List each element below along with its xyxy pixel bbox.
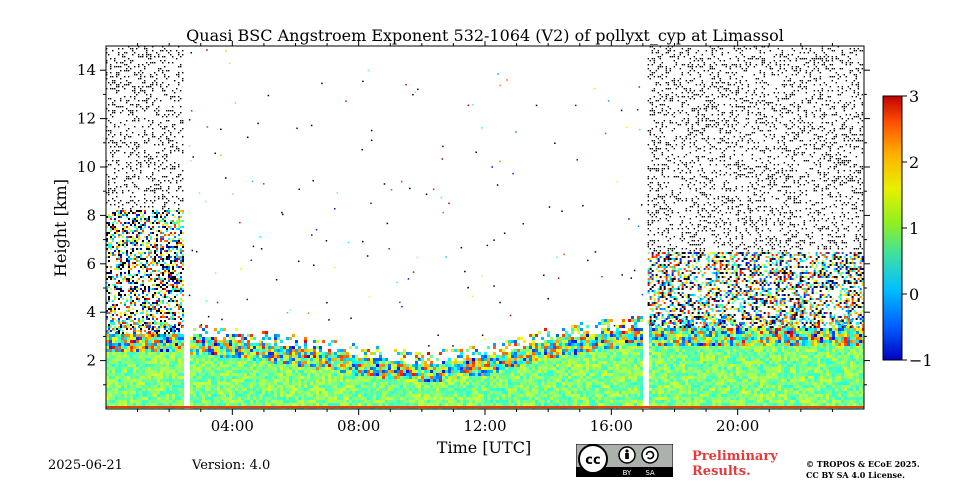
- y-axis-label: Height [km]: [51, 179, 70, 277]
- preliminary-results-note: Preliminary Results.: [692, 449, 778, 479]
- colorbar-tick-label: 1: [909, 219, 919, 238]
- copyright-line-1: © TROPOS & ECoE 2025.: [806, 459, 920, 470]
- copyright-line-2: CC BY SA 4.0 License.: [806, 470, 920, 481]
- heatmap-plot-area: [106, 46, 866, 409]
- colorbar-axis: 3 2 1 0 −1: [902, 87, 933, 370]
- preliminary-line-2: Results.: [692, 464, 778, 479]
- x-tick-label: 16:00: [590, 417, 633, 435]
- y-tick-label: 12: [77, 110, 96, 128]
- x-axis-label: Time [UTC]: [437, 438, 531, 457]
- cc-text: cc: [585, 453, 600, 468]
- colorbar-tick-label: −1: [909, 351, 933, 370]
- x-tick-label: 12:00: [463, 417, 506, 435]
- colorbar-tick-label: 3: [909, 87, 919, 106]
- heatmap-cells: [106, 316, 865, 409]
- noise-speckle: [106, 46, 866, 359]
- x-tick-label: 20:00: [716, 417, 759, 435]
- share-alike-icon: [642, 447, 658, 463]
- version-label: Version: 4.0: [192, 458, 270, 473]
- copyright-note: © TROPOS & ECoE 2025. CC BY SA 4.0 Licen…: [806, 459, 920, 481]
- preliminary-line-1: Preliminary: [692, 449, 778, 464]
- cc-by-sa-license-badge: cc BY SA: [576, 444, 673, 477]
- x-tick-label: 04:00: [211, 417, 254, 435]
- colorbar: [883, 96, 902, 360]
- colorbar-tick-label: 2: [909, 153, 919, 172]
- near-surface-line: [106, 406, 864, 408]
- y-tick-label: 4: [86, 303, 96, 321]
- y-tick-label: 10: [77, 158, 96, 176]
- x-tick-label: 08:00: [337, 417, 380, 435]
- y-tick-label: 14: [77, 61, 96, 79]
- by-text: BY: [623, 469, 632, 477]
- colorbar-tick-label: 0: [909, 285, 919, 304]
- sa-text: SA: [645, 469, 655, 477]
- date-label: 2025-06-21: [48, 458, 123, 473]
- y-tick-label: 6: [86, 255, 96, 273]
- y-tick-label: 2: [86, 352, 96, 370]
- y-tick-label: 8: [86, 206, 96, 224]
